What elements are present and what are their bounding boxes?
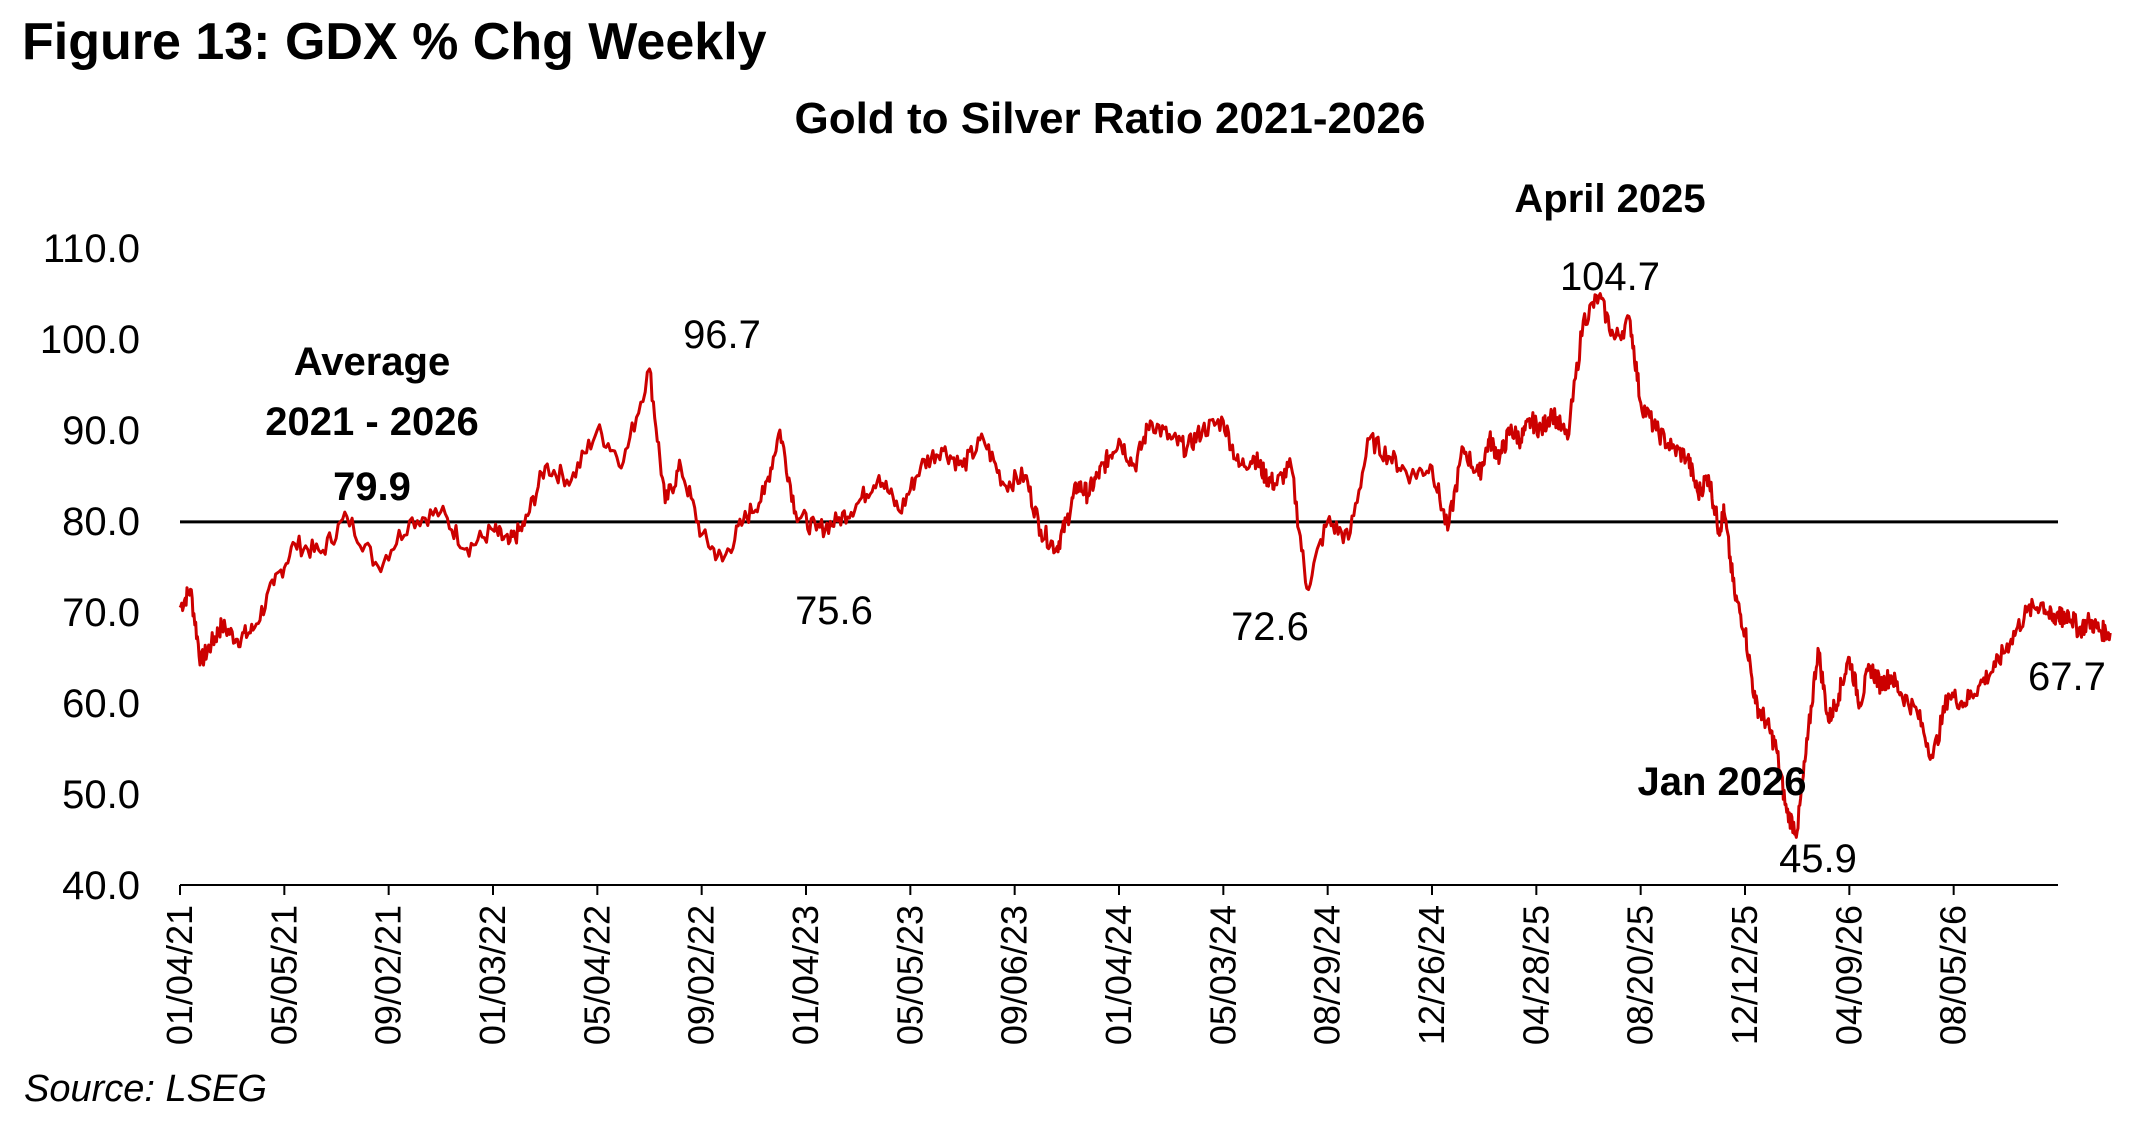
x-tick-label: 01/04/23	[785, 905, 826, 1045]
annotation-label: April 2025	[1514, 177, 1705, 221]
x-tick-label: 08/29/24	[1307, 905, 1348, 1045]
x-tick-label: 08/20/25	[1620, 905, 1661, 1045]
y-tick-label: 60.0	[62, 682, 140, 726]
y-tick-label: 70.0	[62, 591, 140, 635]
x-tick-label: 12/26/24	[1411, 905, 1452, 1045]
y-tick-label: 50.0	[62, 773, 140, 817]
annotation-label: 104.7	[1560, 255, 1660, 299]
y-tick-label: 40.0	[62, 864, 140, 908]
x-axis: 01/04/21 05/05/21 09/02/21 01/03/22 05/04/22…	[159, 884, 2058, 1045]
x-tick-label: 08/05/26	[1933, 905, 1974, 1045]
y-tick-label: 80.0	[62, 500, 140, 544]
x-tick-label: 09/06/23	[994, 905, 1035, 1045]
y-tick-label: 100.0	[40, 318, 140, 362]
average-label: 79.9	[333, 465, 411, 509]
x-tick-label: 01/03/22	[472, 905, 513, 1045]
x-tick-label: 09/02/22	[681, 905, 722, 1045]
average-label: 2021 - 2026	[265, 400, 479, 444]
x-tick-label: 04/28/25	[1515, 905, 1556, 1045]
annotation-label: 45.9	[1779, 837, 1857, 881]
series-line-gold-silver-ratio	[178, 292, 2112, 839]
annotation-label: 75.6	[795, 589, 873, 633]
x-tick-label: 01/04/21	[159, 905, 200, 1045]
x-tick-label: 05/05/23	[889, 905, 930, 1045]
average-label: Average	[294, 340, 450, 384]
annotation-label: 72.6	[1231, 605, 1309, 649]
x-tick-label: 05/04/22	[576, 905, 617, 1045]
x-tick-label: 12/12/25	[1724, 905, 1765, 1045]
annotations: 96.7 75.6 72.6 April 2025 104.7 Jan 2026 45.9 6…	[265, 177, 2106, 881]
figure-title: Figure 13: GDX % Chg Weekly	[22, 13, 767, 71]
source-note: Source: LSEG	[24, 1068, 267, 1110]
y-axis: 110.0 100.0 90.0 80.0 70.0 60.0 50.0 40.0	[40, 227, 140, 908]
x-tick-label: 09/02/21	[368, 905, 409, 1045]
x-tick-label: 05/03/24	[1202, 905, 1243, 1045]
x-tick-label: 01/04/24	[1098, 905, 1139, 1045]
chart-title: Gold to Silver Ratio 2021-2026	[795, 94, 1426, 143]
annotation-label: Jan 2026	[1637, 760, 1806, 804]
annotation-label: 96.7	[683, 313, 761, 357]
x-tick-label: 05/05/21	[263, 905, 304, 1045]
x-tick-label: 04/09/26	[1828, 905, 1869, 1045]
y-tick-label: 90.0	[62, 409, 140, 453]
annotation-label: 67.7	[2028, 655, 2106, 699]
y-tick-label: 110.0	[43, 227, 140, 271]
